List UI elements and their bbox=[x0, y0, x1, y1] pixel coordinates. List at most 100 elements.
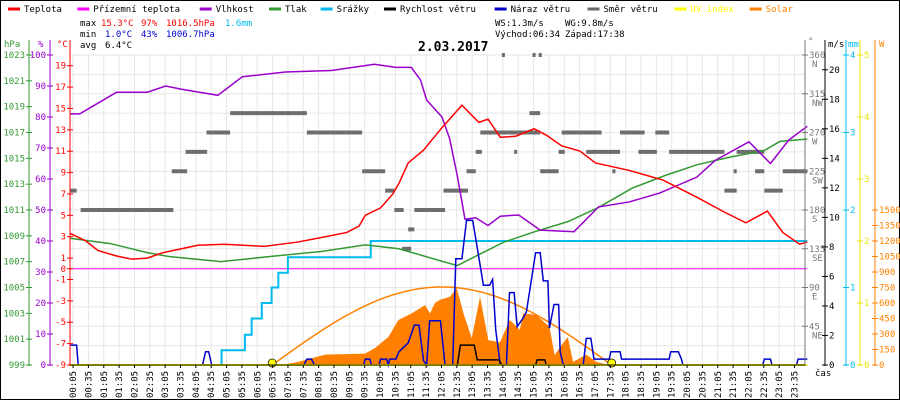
chart-title: 2.03.2017 bbox=[418, 40, 488, 55]
x-tick-label: 07:35 bbox=[299, 371, 309, 398]
stats-min-temp: 1.0°C bbox=[105, 30, 132, 40]
x-tick-label: 16:35 bbox=[576, 371, 586, 398]
axes: hPa1023102110191017101510131011100910071… bbox=[3, 37, 900, 371]
wind-tick-label: 18 bbox=[829, 95, 840, 105]
solar-tick-label: 1350 bbox=[879, 222, 900, 232]
x-tick-label: 17:05 bbox=[591, 371, 601, 398]
uv-tick-label: 1 bbox=[864, 299, 869, 309]
solar-tick-label: 450 bbox=[879, 315, 895, 325]
wind-direction-mark bbox=[612, 169, 616, 174]
wind-direction-mark bbox=[402, 246, 412, 251]
rain-line bbox=[70, 240, 808, 366]
x-tick-label: 18:05 bbox=[622, 371, 632, 398]
x-axis-title: čas bbox=[815, 368, 831, 379]
wind-direction-mark bbox=[540, 169, 559, 174]
pressure-axis-unit: hPa bbox=[4, 40, 20, 50]
direction-tick-label: 45 bbox=[809, 322, 820, 332]
wind-direction-mark bbox=[466, 169, 476, 174]
pressure-tick-label: 1017 bbox=[3, 129, 25, 139]
x-tick-label: 06:35 bbox=[269, 371, 279, 398]
x-tick-label: 10:05 bbox=[376, 371, 386, 398]
solar-tick-label: 750 bbox=[879, 284, 895, 294]
solar-area bbox=[281, 288, 610, 365]
pressure-tick-label: 1019 bbox=[3, 103, 25, 113]
x-tick-label: 14:35 bbox=[514, 371, 524, 398]
wind-direction-mark bbox=[70, 188, 77, 193]
temperature-tick-label: -7 bbox=[55, 340, 66, 350]
direction-tick-label: 315 bbox=[809, 90, 825, 100]
temperature-tick-label: 15 bbox=[55, 104, 66, 114]
direction-tick-label: 90 bbox=[809, 284, 820, 294]
legend: Teplota Přízemní teplota Vlhkost Tlak Srážky… bbox=[8, 5, 793, 15]
temperature-tick-label: 17 bbox=[55, 83, 66, 93]
uv-tick-label: 5 bbox=[864, 51, 869, 61]
x-tick-label: 21:05 bbox=[714, 371, 724, 398]
pressure-tick-label: 999 bbox=[9, 361, 25, 371]
humidity-tick-label: 10 bbox=[35, 330, 46, 340]
temperature-tick-label: 13 bbox=[55, 126, 66, 136]
rain-tick-label: 3 bbox=[850, 129, 855, 139]
x-tick-label: 05:05 bbox=[223, 371, 233, 398]
legend-label-7: Směr větru bbox=[604, 5, 658, 15]
stats-max-temp: 15.3°C bbox=[101, 19, 134, 29]
humidity-tick-label: 50 bbox=[35, 206, 46, 216]
direction-tick-label: 225 bbox=[809, 167, 825, 177]
wind-tick-label: 0 bbox=[829, 361, 834, 371]
wind-tick-label: 12 bbox=[829, 184, 840, 194]
wind-gust-line bbox=[70, 219, 808, 368]
pressure-tick-label: 1001 bbox=[3, 335, 25, 345]
legend-label-5: Rychlost větru bbox=[400, 5, 476, 15]
stats-panel: max 15.3°C 97% 1016.5hPa 1.6mm min 1.0°C… bbox=[80, 19, 625, 51]
x-tick-label: 10:35 bbox=[391, 371, 401, 398]
solar-theoretical-line bbox=[271, 286, 611, 366]
wind-direction-mark bbox=[501, 53, 505, 57]
pressure-tick-label: 1007 bbox=[3, 258, 25, 268]
stats-sunset: Západ:17:38 bbox=[565, 30, 625, 40]
wind-direction-mark bbox=[655, 130, 670, 135]
direction-compass-label: N bbox=[812, 60, 817, 70]
wind-direction-mark bbox=[669, 149, 725, 154]
wind-tick-label: 16 bbox=[829, 125, 840, 135]
x-tick-label: 00:35 bbox=[84, 371, 94, 398]
humidity-tick-label: 60 bbox=[35, 175, 46, 185]
x-tick-label: 09:35 bbox=[361, 371, 371, 398]
wind-direction-mark bbox=[736, 149, 765, 154]
solar-tick-label: 1200 bbox=[879, 237, 900, 247]
temperature-tick-label: 9 bbox=[61, 169, 66, 179]
wind-direction-mark bbox=[561, 130, 602, 135]
direction-compass-label: SW bbox=[812, 176, 823, 186]
wind-speed-line bbox=[70, 344, 808, 366]
temperature-tick-label: -1 bbox=[55, 275, 66, 285]
wind-direction-mark bbox=[408, 227, 415, 232]
x-tick-label: 01:05 bbox=[100, 371, 110, 398]
temperature-tick-label: 3 bbox=[61, 233, 66, 243]
wind-direction-mark bbox=[362, 169, 386, 174]
wind-tick-label: 20 bbox=[829, 66, 840, 76]
solar-tick-label: 0 bbox=[879, 361, 884, 371]
x-tick-label: 13:35 bbox=[484, 371, 494, 398]
humidity-tick-label: 20 bbox=[35, 299, 46, 309]
x-tick-label: 18:35 bbox=[637, 371, 647, 398]
x-tick-label: 06:05 bbox=[253, 371, 263, 398]
x-axis-labels: 00:05 00:35 01:05 01:35 02:05 02:35 03:05 03:35… bbox=[69, 364, 805, 398]
stats-max-press: 1016.5hPa bbox=[166, 19, 215, 29]
pressure-tick-label: 1021 bbox=[3, 77, 25, 87]
x-tick-label: 07:05 bbox=[284, 371, 294, 398]
wind-direction-mark bbox=[532, 53, 536, 57]
direction-compass-label: W bbox=[812, 138, 818, 148]
x-tick-label: 14:05 bbox=[499, 371, 509, 398]
x-tick-label: 00:05 bbox=[69, 371, 79, 398]
wind-direction-mark bbox=[755, 169, 765, 174]
temperature-tick-label: 7 bbox=[61, 190, 66, 200]
wind-tick-label: 8 bbox=[829, 243, 834, 253]
stats-max-label: max bbox=[80, 19, 97, 29]
wind-direction-mark bbox=[475, 149, 482, 154]
x-tick-label: 01:35 bbox=[115, 371, 125, 398]
direction-compass-label: S bbox=[812, 215, 817, 225]
humidity-tick-label: 40 bbox=[35, 237, 46, 247]
stats-min-hum: 43% bbox=[141, 30, 158, 40]
x-tick-label: 22:35 bbox=[760, 371, 770, 398]
pressure-line bbox=[70, 138, 808, 267]
rain-tick-label: 4 bbox=[850, 51, 855, 61]
wind-direction-mark bbox=[514, 149, 518, 154]
